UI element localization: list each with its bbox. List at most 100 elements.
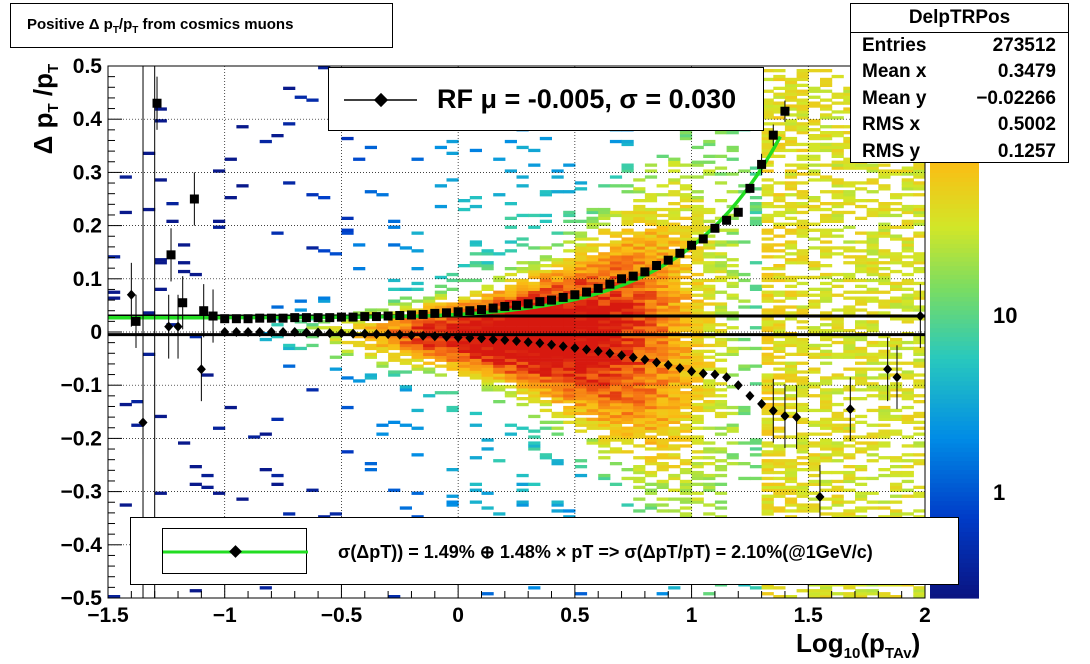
heat-cell (574, 343, 588, 348)
heat-cell (516, 175, 529, 179)
heat-cell (551, 275, 564, 280)
heat-cell (796, 444, 809, 448)
heat-cell (714, 131, 728, 135)
heat-cell (539, 382, 552, 386)
heat-cell (609, 346, 623, 351)
rf-legend-box: RF μ = -0.005, σ = 0.030 (328, 67, 764, 131)
heat-cell (574, 423, 588, 427)
heat-cell (609, 400, 623, 404)
heat-cell (691, 261, 704, 265)
heat-cell (726, 172, 739, 176)
mean-point (278, 327, 288, 337)
heat-cell (679, 385, 693, 389)
heat-cell (901, 414, 914, 419)
heat-cell (598, 343, 611, 348)
heat-cell (773, 110, 786, 114)
heat-cell (574, 367, 588, 371)
heat-cell (574, 408, 588, 413)
heat-cell (493, 293, 506, 297)
heat-cell (679, 346, 693, 351)
heat-cell (563, 210, 576, 215)
heat-cell (376, 361, 389, 365)
heat-cell (434, 326, 447, 330)
heat-cell (574, 370, 588, 374)
heat-cell (913, 373, 926, 377)
heat-cell (749, 204, 763, 209)
heat-cell (843, 136, 856, 141)
heat-cell (306, 193, 319, 197)
heat-cell (644, 243, 658, 247)
heat-cell (703, 234, 716, 238)
heat-cell (504, 317, 517, 321)
heat-cell (691, 497, 704, 501)
heat-cell (668, 190, 681, 194)
mean-point (430, 331, 440, 342)
heat-cell (784, 243, 798, 247)
heat-cell (796, 193, 809, 197)
heat-cell (831, 190, 844, 194)
heat-cell (539, 296, 552, 300)
heat-cell (551, 272, 564, 277)
heat-cell (796, 408, 809, 413)
heat-cell (691, 473, 704, 478)
heat-cell (679, 485, 693, 489)
heat-cell (890, 494, 903, 498)
sigma-point (547, 295, 557, 305)
heat-cell (539, 219, 552, 223)
x-tick-label: 1 (686, 604, 698, 627)
heat-cell (376, 323, 389, 327)
heat-cell (784, 500, 798, 504)
heat-cell (329, 340, 342, 345)
heat-cell (843, 444, 856, 448)
heat-cell (878, 417, 891, 421)
heat-cell (516, 287, 529, 291)
heat-cell (644, 240, 658, 244)
heat-cell (820, 89, 833, 93)
heat-cell (890, 337, 903, 342)
heat-cell (551, 391, 564, 395)
heat-cell (831, 145, 844, 150)
heat-cell (913, 453, 926, 457)
heat-cell (726, 228, 739, 232)
heat-cell (855, 320, 868, 324)
heat-cell (820, 134, 833, 138)
colorbar-band (930, 496, 979, 501)
heat-cell (784, 275, 798, 280)
heat-cell (691, 343, 704, 348)
heat-cell (574, 255, 588, 259)
heat-cell (504, 355, 517, 359)
heat-cell (469, 264, 482, 268)
heat-cell (318, 66, 331, 70)
heat-cell (691, 405, 704, 410)
heat-cell (609, 397, 623, 401)
heat-cell (913, 349, 926, 353)
heat-cell (726, 317, 739, 321)
sigma-point (605, 279, 615, 289)
heat-cell (481, 361, 494, 365)
heat-cell (796, 204, 809, 209)
heat-cell (563, 311, 576, 315)
heat-cell (808, 423, 821, 427)
heat-cell (913, 210, 926, 215)
mean-point (220, 327, 230, 337)
heat-cell (656, 207, 669, 212)
heat-cell (761, 494, 774, 498)
heat-cell (586, 207, 599, 212)
heat-cell (703, 367, 716, 371)
heat-cell (913, 462, 926, 466)
heat-cell (621, 429, 634, 433)
colorbar-label: 1 (993, 480, 1005, 505)
heat-cell (679, 358, 693, 362)
heat-cell (761, 275, 774, 280)
heat-cell (528, 382, 541, 386)
heat-cell (796, 370, 809, 374)
heat-cell (504, 329, 517, 333)
heat-cell (808, 453, 821, 457)
heat-cell (656, 275, 669, 280)
heat-cell (890, 512, 903, 516)
heat-cell (890, 237, 903, 241)
heat-cell (668, 225, 681, 229)
heat-cell (679, 459, 693, 463)
sigma-point (441, 308, 451, 318)
heat-cell (808, 420, 821, 424)
